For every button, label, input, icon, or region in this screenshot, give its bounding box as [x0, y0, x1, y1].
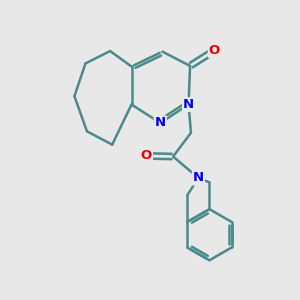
Text: N: N	[155, 116, 166, 130]
Text: O: O	[141, 149, 152, 162]
Text: N: N	[183, 98, 194, 111]
Text: O: O	[209, 44, 220, 57]
Text: N: N	[193, 171, 204, 184]
